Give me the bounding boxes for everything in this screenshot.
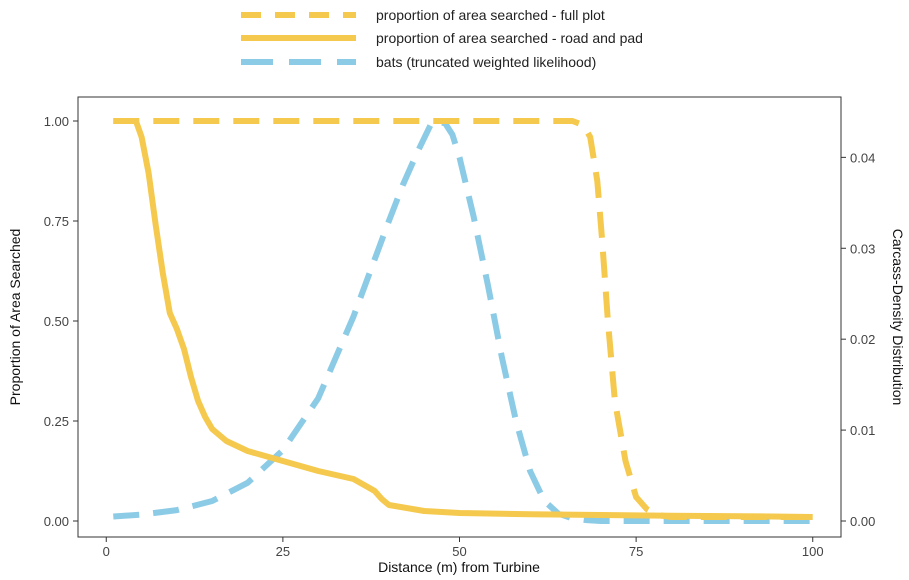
x-tick-label: 25	[276, 544, 290, 559]
y-tick-label: 0.25	[44, 414, 69, 429]
x-axis: 0 25 50 75 100	[103, 537, 824, 559]
y-tick-label: 1.00	[44, 114, 69, 129]
legend-label-2: bats (truncated weighted likelihood)	[376, 54, 596, 70]
y2-axis-title: Carcass-Density Distribution	[890, 229, 906, 406]
y-axis-title: Proportion of Area Searched	[7, 229, 23, 406]
y2-tick-label: 0.00	[850, 514, 875, 529]
y-axis-left: 0.00 0.25 0.50 0.75 1.00	[44, 114, 78, 529]
y-tick-label: 0.75	[44, 214, 69, 229]
x-axis-title: Distance (m) from Turbine	[378, 559, 540, 575]
y-tick-label: 0.50	[44, 314, 69, 329]
series-line-0	[113, 118, 813, 520]
legend-label-1: proportion of area searched - road and p…	[376, 30, 643, 46]
x-tick-label: 75	[629, 544, 643, 559]
y-tick-label: 0.00	[44, 514, 69, 529]
legend-label-0: proportion of area searched - full plot	[376, 7, 605, 23]
legend: proportion of area searched - full plot p…	[241, 7, 643, 70]
y-axis-right: 0.00 0.01 0.02 0.03 0.04	[841, 150, 875, 529]
x-tick-label: 50	[452, 544, 466, 559]
plot-lines	[113, 118, 813, 524]
y2-tick-label: 0.03	[850, 241, 875, 256]
x-tick-label: 0	[103, 544, 110, 559]
x-tick-label: 100	[802, 544, 824, 559]
y2-tick-label: 0.02	[850, 332, 875, 347]
y2-tick-label: 0.01	[850, 423, 875, 438]
series-line-2	[113, 118, 813, 524]
series-line-1	[113, 118, 813, 520]
y2-tick-label: 0.04	[850, 150, 875, 165]
